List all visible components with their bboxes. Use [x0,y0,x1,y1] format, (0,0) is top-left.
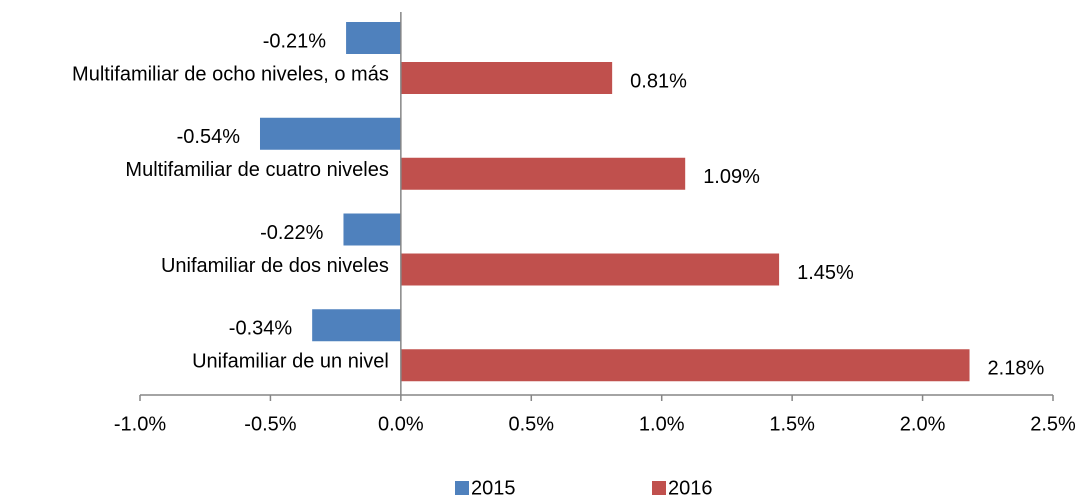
x-tick-label: 2.0% [900,413,946,435]
bar [312,309,401,342]
bar [346,22,401,54]
value-label: -0.54% [177,126,241,148]
bar [400,349,970,382]
value-label: -0.22% [260,222,324,244]
legend-label: 2016 [668,477,713,498]
value-label: -0.21% [263,30,327,52]
bar [400,253,780,286]
x-tick-label: 2.5% [1030,413,1076,435]
x-tick-label: 0.0% [378,413,424,435]
category-label: Multifamiliar de ocho niveles, o más [72,63,389,85]
bar [400,62,613,94]
legend-swatch [455,481,469,495]
bar [259,117,401,150]
category-label: Unifamiliar de un nivel [192,351,389,373]
value-label: -0.34% [229,318,293,340]
x-tick-label: -1.0% [114,413,166,435]
bar [343,213,401,246]
bar [400,157,686,190]
category-label: Multifamiliar de cuatro niveles [125,159,388,181]
legend-label: 2015 [471,477,516,498]
value-label: 2.18% [988,358,1045,380]
value-label: 1.09% [703,166,760,188]
x-tick-label: -0.5% [244,413,296,435]
x-tick-label: 0.5% [508,413,554,435]
category-label: Unifamiliar de dos niveles [161,255,389,277]
legend-swatch [652,481,666,495]
x-tick-label: 1.5% [769,413,815,435]
x-tick-label: 1.0% [639,413,685,435]
value-label: 0.81% [630,70,687,92]
value-label: 1.45% [797,262,854,284]
